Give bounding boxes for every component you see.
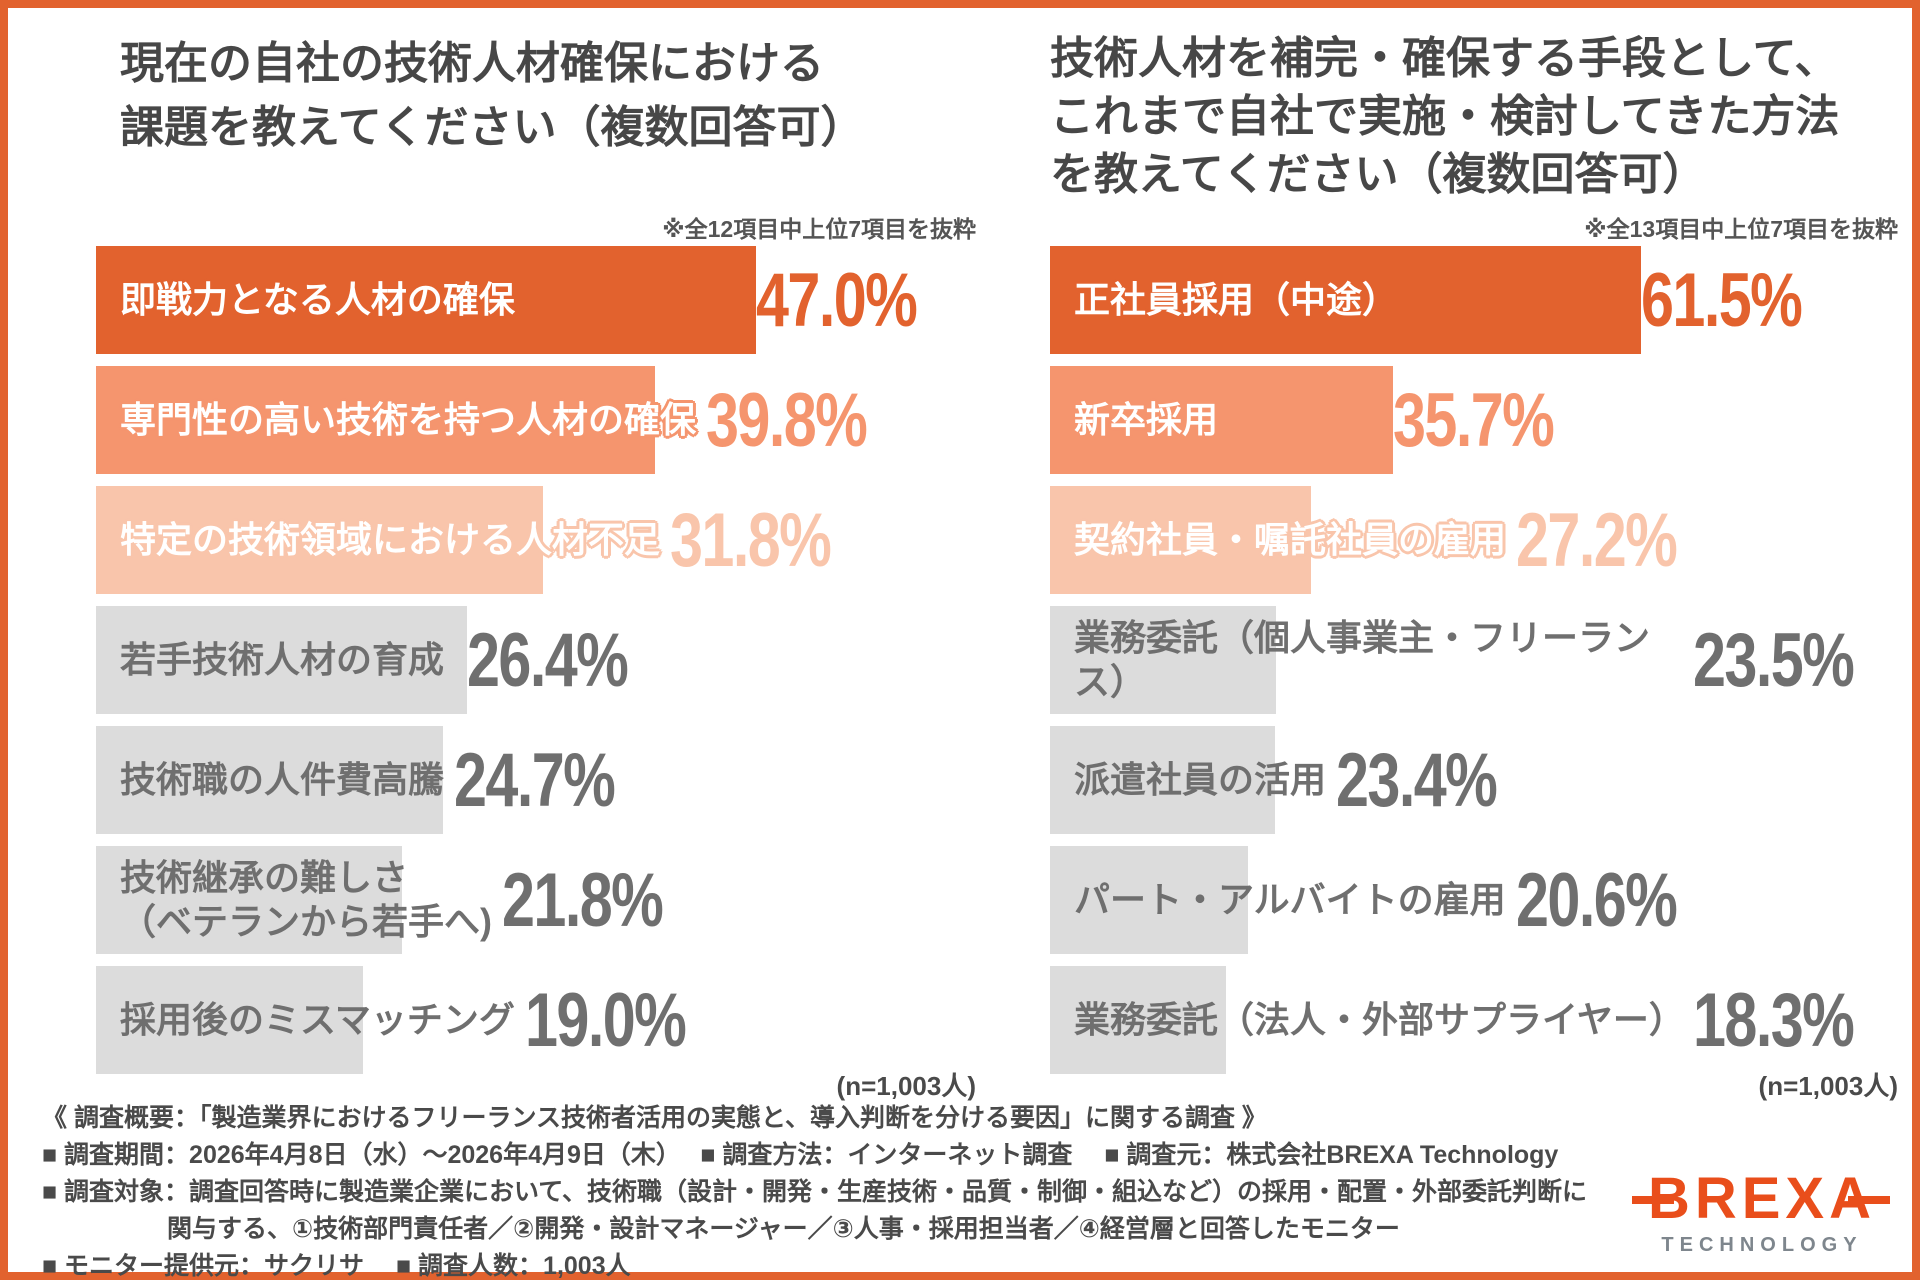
bar-row: 契約社員・嘱託社員の雇用 27.2% bbox=[1050, 486, 1898, 594]
title-line: 課題を教えてください（複数回答可） bbox=[120, 103, 865, 152]
bar-label: 専門性の高い技術を持つ人材の確保 bbox=[120, 399, 697, 441]
left-chart: 現在の自社の技術人材確保における 課題を教えてください（複数回答可） ※全12項… bbox=[96, 8, 976, 1272]
bar-row: 即戦力となる人材の確保 47.0% bbox=[96, 246, 976, 354]
bar-value: 21.8% bbox=[502, 857, 664, 943]
bar-fill bbox=[96, 366, 655, 474]
left-chart-bars: 即戦力となる人材の確保 47.0% 専門性の高い技術を持つ人材の確保 39.8% 特定の… bbox=[96, 246, 976, 1086]
bar-label: 技術職の人件費高騰 bbox=[120, 759, 445, 801]
bar-value: 61.5% bbox=[1641, 257, 1803, 343]
bar-fill bbox=[1050, 846, 1248, 954]
bar-value: 24.7% bbox=[454, 737, 616, 823]
bar-label: 正社員採用（中途） bbox=[1074, 279, 1399, 321]
title-line: 技術人材を補完・確保する手段として、 bbox=[1050, 34, 1839, 83]
bar-row: 技術継承の難しさ （ベテランから若手へ) 21.8% bbox=[96, 846, 976, 954]
bar-content: パート・アルバイトの雇用 20.6% bbox=[1074, 846, 1721, 954]
survey-target-line-1: ■ 調査対象：調査回答時に製造業企業において、技術職（設計・開発・生産技術・品質… bbox=[42, 1178, 1588, 1206]
bar-label: 若手技術人材の育成 bbox=[120, 639, 445, 681]
bar-content: 即戦力となる人材の確保 47.0% bbox=[120, 246, 962, 354]
bar-row: 若手技術人材の育成 26.4% bbox=[96, 606, 976, 714]
bar-row: 正社員採用（中途） 61.5% bbox=[1050, 246, 1898, 354]
bar-fill bbox=[1050, 726, 1275, 834]
right-chart: 技術人材を補完・確保する手段として、 これまで自社で実施・検討してきた方法 を教… bbox=[1050, 8, 1898, 1272]
bar-row: 特定の技術領域における人材不足 31.8% bbox=[96, 486, 976, 594]
bar-label: パート・アルバイトの雇用 bbox=[1074, 879, 1506, 921]
bar-fill bbox=[1050, 966, 1226, 1074]
bar-content: 技術継承の難しさ （ベテランから若手へ) 21.8% bbox=[120, 846, 708, 954]
bar-content: 採用後のミスマッチング 19.0% bbox=[120, 966, 730, 1074]
bar-content: 派遣社員の活用 23.4% bbox=[1074, 726, 1542, 834]
survey-overview-title: 《 調査概要：「製造業界におけるフリーランス技術者活用の実態と、導入判断を分ける… bbox=[42, 1104, 1267, 1132]
survey-overview: 《 調査概要：「製造業界におけるフリーランス技術者活用の実態と、導入判断を分ける… bbox=[42, 1100, 1587, 1285]
bar-value: 47.0% bbox=[756, 257, 918, 343]
bar-row: 業務委託（法人・外部サプライヤー） 18.3% bbox=[1050, 966, 1898, 1074]
bar-fill bbox=[96, 726, 443, 834]
right-chart-bars: 正社員採用（中途） 61.5% 新卒採用 35.7% 契約社員・嘱託社員の雇用 27.2%… bbox=[1050, 246, 1898, 1086]
right-chart-note: ※全13項目中上位7項目を抜粋 bbox=[1584, 216, 1898, 242]
bar-fill bbox=[1050, 486, 1311, 594]
bar-row: 技術職の人件費高騰 24.7% bbox=[96, 726, 976, 834]
bar-label: 採用後のミスマッチング bbox=[120, 999, 515, 1041]
bar-content: 正社員採用（中途） 61.5% bbox=[1074, 246, 1847, 354]
title-line: 現在の自社の技術人材確保における bbox=[120, 39, 824, 88]
bar-value: 35.7% bbox=[1393, 377, 1555, 463]
bar-label: 業務委託（個人事業主・フリーランス） bbox=[1074, 617, 1651, 702]
bar-content: 専門性の高い技術を持つ人材の確保 39.8% bbox=[120, 366, 912, 474]
bar-value: 18.3% bbox=[1692, 977, 1855, 1063]
left-chart-note: ※全12項目中上位7項目を抜粋 bbox=[662, 216, 976, 242]
left-chart-title: 現在の自社の技術人材確保における 課題を教えてください（複数回答可） bbox=[120, 32, 864, 160]
bar-content: 新卒採用 35.7% bbox=[1074, 366, 1599, 474]
survey-panel-count: ■ モニター提供元：サクリサ ■ 調査人数：1,003人 bbox=[42, 1252, 631, 1280]
survey-target-line-2: 関与する、①技術部門責任者／②開発・設計マネージャー／③人事・採用担当者／④経営… bbox=[42, 1215, 1400, 1243]
bar-content: 若手技術人材の育成 26.4% bbox=[120, 606, 673, 714]
right-sample-size: (n=1,003人) bbox=[1758, 1071, 1898, 1101]
bar-fill bbox=[1050, 606, 1276, 714]
right-chart-title: 技術人材を補完・確保する手段として、 これまで自社で実施・検討してきた方法 を教… bbox=[1050, 30, 1839, 204]
bar-label: 業務委託（法人・外部サプライヤー） bbox=[1074, 999, 1685, 1041]
bar-content: 業務委託（法人・外部サプライヤー） 18.3% bbox=[1074, 966, 1898, 1074]
bar-value: 31.8% bbox=[670, 497, 832, 583]
bar-label: 契約社員・嘱託社員の雇用 bbox=[1074, 519, 1507, 561]
bar-row: 採用後のミスマッチング 19.0% bbox=[96, 966, 976, 1074]
bar-value: 39.8% bbox=[706, 377, 868, 463]
bar-row: 業務委託（個人事業主・フリーランス） 23.5% bbox=[1050, 606, 1898, 714]
left-sample-size: (n=1,003人) bbox=[836, 1071, 976, 1101]
survey-period-method-source: ■ 調査期間：2026年4月8日（水）～2026年4月9日（木） ■ 調査方法：… bbox=[42, 1141, 1559, 1169]
bar-fill bbox=[96, 246, 756, 354]
bar-value: 23.4% bbox=[1336, 737, 1498, 823]
bar-fill bbox=[96, 486, 543, 594]
bar-value: 20.6% bbox=[1515, 857, 1678, 943]
brexa-logo-subtitle: TECHNOLOGY bbox=[1661, 1234, 1863, 1256]
bar-content: 業務委託（個人事業主・フリーランス） 23.5% bbox=[1074, 606, 1898, 714]
bar-row: 新卒採用 35.7% bbox=[1050, 366, 1898, 474]
bar-content: 技術職の人件費高騰 24.7% bbox=[120, 726, 660, 834]
title-line: これまで自社で実施・検討してきた方法 bbox=[1050, 92, 1840, 141]
bar-value: 19.0% bbox=[524, 977, 687, 1063]
bar-fill bbox=[96, 966, 363, 1074]
brexa-logo-wordmark: BREXA bbox=[1631, 1166, 1891, 1231]
bar-label: 新卒採用 bbox=[1074, 399, 1219, 441]
bar-row: 専門性の高い技術を持つ人材の確保 39.8% bbox=[96, 366, 976, 474]
brexa-logo: BREXA TECHNOLOGY bbox=[1631, 1166, 1891, 1257]
bar-fill bbox=[1050, 366, 1393, 474]
bar-content: 契約社員・嘱託社員の雇用 27.2% bbox=[1074, 486, 1722, 594]
bar-label: 特定の技術領域における人材不足 bbox=[120, 519, 661, 561]
bar-value: 23.5% bbox=[1692, 617, 1855, 703]
bar-fill bbox=[96, 846, 402, 954]
bar-fill bbox=[1050, 246, 1641, 354]
title-line: を教えてください（複数回答可） bbox=[1050, 150, 1707, 199]
bar-content: 特定の技術領域における人材不足 31.8% bbox=[120, 486, 876, 594]
bar-label: 技術継承の難しさ （ベテランから若手へ) bbox=[120, 857, 492, 942]
bar-value: 27.2% bbox=[1516, 497, 1678, 583]
bar-label: 即戦力となる人材の確保 bbox=[120, 279, 515, 321]
bar-row: パート・アルバイトの雇用 20.6% bbox=[1050, 846, 1898, 954]
bar-label: 派遣社員の活用 bbox=[1074, 759, 1327, 801]
bar-fill bbox=[96, 606, 467, 714]
bar-value: 26.4% bbox=[467, 617, 629, 703]
bar-row: 派遣社員の活用 23.4% bbox=[1050, 726, 1898, 834]
